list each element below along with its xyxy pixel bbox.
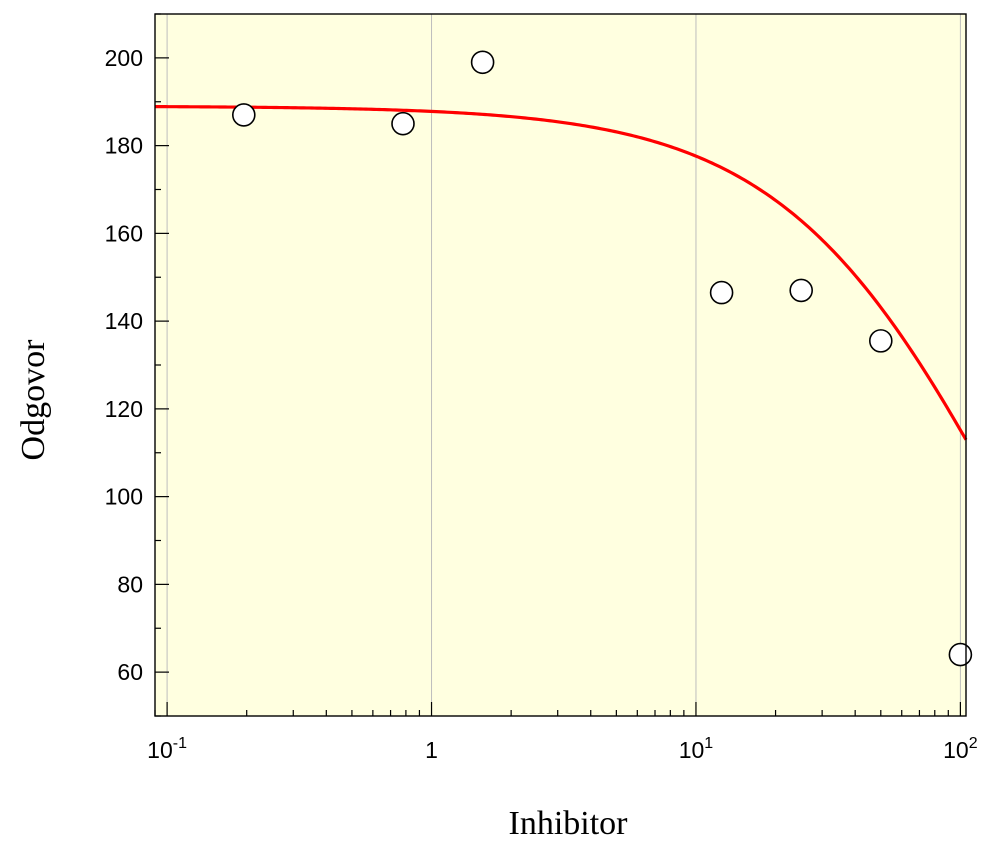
y-tick-label: 100 xyxy=(105,484,143,510)
plot-background xyxy=(155,14,966,716)
x-axis-title: Inhibitor xyxy=(509,805,629,842)
x-tick-label: 1 xyxy=(425,737,438,763)
x-tick-label: 10-1 xyxy=(147,735,187,763)
x-tick-label: 101 xyxy=(679,735,714,763)
plot-area: 10-1 1 101 102 60 80 100 120 140 160 180 200 xyxy=(105,13,978,763)
y-tick-label: 180 xyxy=(105,133,143,159)
data-point xyxy=(789,278,813,303)
data-point xyxy=(470,50,495,75)
data-point xyxy=(948,642,973,667)
y-tick-label: 200 xyxy=(105,45,143,71)
data-point xyxy=(709,280,734,305)
data-point xyxy=(231,103,256,127)
y-axis-title: Odgovor xyxy=(15,339,52,461)
y-tick-label: 60 xyxy=(117,659,143,685)
y-tick-label: 120 xyxy=(105,396,143,422)
y-tick-label: 140 xyxy=(105,308,143,334)
data-point xyxy=(868,329,893,353)
y-tick-label: 80 xyxy=(117,571,143,597)
y-tick-label: 160 xyxy=(105,220,143,246)
x-tick-label: 102 xyxy=(943,735,978,763)
fitted-curve xyxy=(154,105,968,441)
data-point xyxy=(391,111,415,136)
